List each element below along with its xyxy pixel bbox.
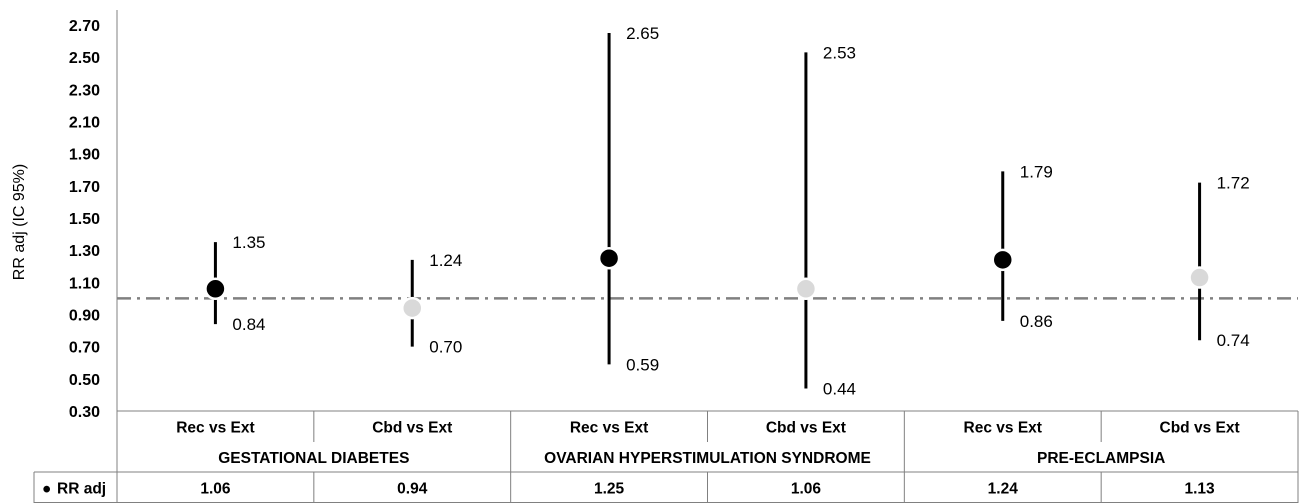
y-tick-label: 0.90: [69, 308, 100, 325]
ci-lower-label: 0.84: [232, 315, 265, 334]
rr-adj-value: 0.94: [397, 481, 428, 498]
point-estimates: [205, 248, 1209, 318]
table-row-marker: ●: [42, 481, 51, 498]
table-row-label: RR adj: [57, 481, 106, 498]
y-axis-label: RR adj (IC 95%): [11, 164, 28, 280]
y-tick-label: 1.50: [69, 211, 100, 228]
ci-lower-label: 0.59: [626, 355, 659, 374]
rr-adj-value: 1.25: [594, 481, 625, 498]
category-label: Rec vs Ext: [570, 420, 648, 437]
y-tick-label: 2.10: [69, 115, 100, 132]
ci-labels: 1.35 0.84 1.24 0.70 2.65 0.59 2.53 0.44 1.79 0.86…: [232, 24, 1249, 398]
rr-adj-value: 1.06: [200, 481, 231, 498]
ci-upper-label: 2.65: [626, 24, 659, 43]
y-tick-label: 1.30: [69, 243, 100, 260]
ci-upper-label: 1.24: [429, 251, 462, 270]
group-label: PRE-ECLAMPSIA: [1037, 450, 1165, 467]
rr-adj-value: 1.13: [1184, 481, 1215, 498]
point-estimate-marker: [796, 279, 816, 299]
category-label: Cbd vs Ext: [766, 420, 846, 437]
point-estimate-marker: [599, 248, 619, 268]
group-label: GESTATIONAL DIABETES: [218, 450, 409, 467]
y-tick-label: 2.70: [69, 18, 100, 35]
y-tick-label: 1.90: [69, 147, 100, 164]
ci-upper-label: 2.53: [823, 43, 856, 62]
ci-lower-label: 0.44: [823, 379, 856, 398]
ci-upper-label: 1.72: [1217, 174, 1250, 193]
rr-adj-value: 1.06: [791, 481, 822, 498]
group-label: OVARIAN HYPERSTIMULATION SYNDROME: [544, 450, 871, 467]
y-tick-label: 1.10: [69, 275, 100, 292]
y-axis-ticks: 0.30 0.50 0.70 0.90 1.10 1.30 1.50 1.70 1.90 2.10…: [69, 18, 100, 421]
ci-upper-label: 1.35: [232, 233, 265, 252]
chart-frame: [117, 10, 1298, 411]
data-table: Rec vs Ext Cbd vs Ext Rec vs Ext Cbd vs Ext…: [34, 411, 1298, 503]
category-label: Rec vs Ext: [964, 420, 1042, 437]
ci-lower-label: 0.70: [429, 338, 462, 357]
y-tick-label: 1.70: [69, 179, 100, 196]
y-tick-label: 2.50: [69, 50, 100, 67]
confidence-intervals: [215, 33, 1199, 388]
y-tick-label: 0.70: [69, 340, 100, 357]
point-estimate-marker: [205, 279, 225, 299]
ci-upper-label: 1.79: [1020, 162, 1053, 181]
ci-lower-label: 0.86: [1020, 312, 1053, 331]
category-label: Cbd vs Ext: [372, 420, 452, 437]
point-estimate-marker: [993, 250, 1013, 270]
rr-adj-value: 1.24: [988, 481, 1019, 498]
y-tick-label: 0.50: [69, 372, 100, 389]
y-tick-label: 0.30: [69, 404, 100, 421]
category-label: Cbd vs Ext: [1160, 420, 1240, 437]
point-estimate-marker: [1190, 268, 1210, 288]
ci-lower-label: 0.74: [1217, 331, 1250, 350]
category-label: Rec vs Ext: [176, 420, 254, 437]
point-estimate-marker: [402, 298, 422, 318]
y-tick-label: 2.30: [69, 82, 100, 99]
